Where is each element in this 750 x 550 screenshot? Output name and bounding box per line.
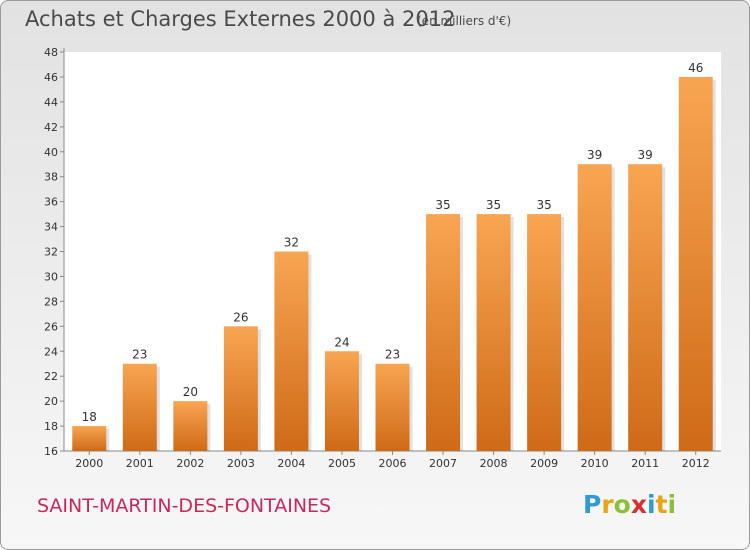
data-label: 39 xyxy=(638,148,653,162)
x-tick-label: 2008 xyxy=(480,457,508,470)
data-label: 35 xyxy=(435,198,450,212)
y-tick-label: 16 xyxy=(44,445,58,458)
bar xyxy=(274,251,309,451)
logo-letter: t xyxy=(655,490,668,519)
y-tick-label: 38 xyxy=(44,171,58,184)
logo-letter: o xyxy=(613,490,631,519)
data-label: 26 xyxy=(233,310,248,324)
y-tick-label: 48 xyxy=(44,46,58,59)
bar xyxy=(577,164,612,451)
y-tick-label: 46 xyxy=(44,71,58,84)
data-label: 23 xyxy=(132,348,147,362)
x-tick-label: 2006 xyxy=(379,457,407,470)
bar xyxy=(223,326,258,451)
data-label: 18 xyxy=(82,410,97,424)
x-tick-label: 2012 xyxy=(682,457,710,470)
data-label: 32 xyxy=(284,236,299,250)
bar xyxy=(72,426,107,451)
logo-letter: r xyxy=(601,490,614,519)
chart-title: Achats et Charges Externes 2000 à 2012 xyxy=(25,7,456,31)
logo-letter: i xyxy=(667,490,677,519)
y-tick-label: 22 xyxy=(44,370,58,383)
data-label: 46 xyxy=(688,61,703,75)
bar xyxy=(426,214,461,451)
y-tick-label: 26 xyxy=(44,320,58,333)
x-tick-label: 2002 xyxy=(176,457,204,470)
data-label: 20 xyxy=(183,385,198,399)
x-tick-label: 2009 xyxy=(530,457,558,470)
y-tick-label: 34 xyxy=(44,221,58,234)
bar xyxy=(122,363,157,451)
x-tick-label: 2005 xyxy=(328,457,356,470)
x-tick-label: 2003 xyxy=(227,457,255,470)
data-label: 24 xyxy=(334,335,349,349)
data-label: 23 xyxy=(385,348,400,362)
y-tick-label: 24 xyxy=(44,345,58,358)
x-tick-label: 2010 xyxy=(581,457,609,470)
data-label: 35 xyxy=(486,198,501,212)
y-tick-label: 42 xyxy=(44,121,58,134)
bar xyxy=(173,401,208,451)
data-label: 35 xyxy=(536,198,551,212)
y-tick-label: 28 xyxy=(44,295,58,308)
data-label: 39 xyxy=(587,148,602,162)
bar xyxy=(476,214,511,451)
commune-name: SAINT-MARTIN-DES-FONTAINES xyxy=(37,495,332,517)
logo-letter: P xyxy=(583,490,602,519)
y-tick-label: 20 xyxy=(44,395,58,408)
y-tick-label: 36 xyxy=(44,196,58,209)
proxiti-logo: Proxiti xyxy=(583,490,676,519)
bar xyxy=(375,363,410,451)
x-tick-label: 2000 xyxy=(75,457,103,470)
y-tick-label: 30 xyxy=(44,270,58,283)
y-tick-label: 40 xyxy=(44,146,58,159)
x-tick-label: 2001 xyxy=(126,457,154,470)
bar xyxy=(527,214,562,451)
bar xyxy=(678,76,713,451)
x-tick-label: 2004 xyxy=(277,457,305,470)
y-tick-label: 32 xyxy=(44,246,58,259)
bar xyxy=(628,164,663,451)
x-tick-label: 2011 xyxy=(631,457,659,470)
chart-subtitle: (en milliers d'€) xyxy=(417,14,512,28)
bar xyxy=(324,351,359,451)
y-tick-label: 44 xyxy=(44,96,58,109)
y-tick-label: 18 xyxy=(44,420,58,433)
x-tick-label: 2007 xyxy=(429,457,457,470)
logo-letter: i xyxy=(647,490,656,519)
bar-chart: 16 18 20 22 24 26 28 30 32 34 36 38 40 42 44 46 48 18 2000… xyxy=(44,46,721,470)
logo-letter: x xyxy=(630,490,647,519)
